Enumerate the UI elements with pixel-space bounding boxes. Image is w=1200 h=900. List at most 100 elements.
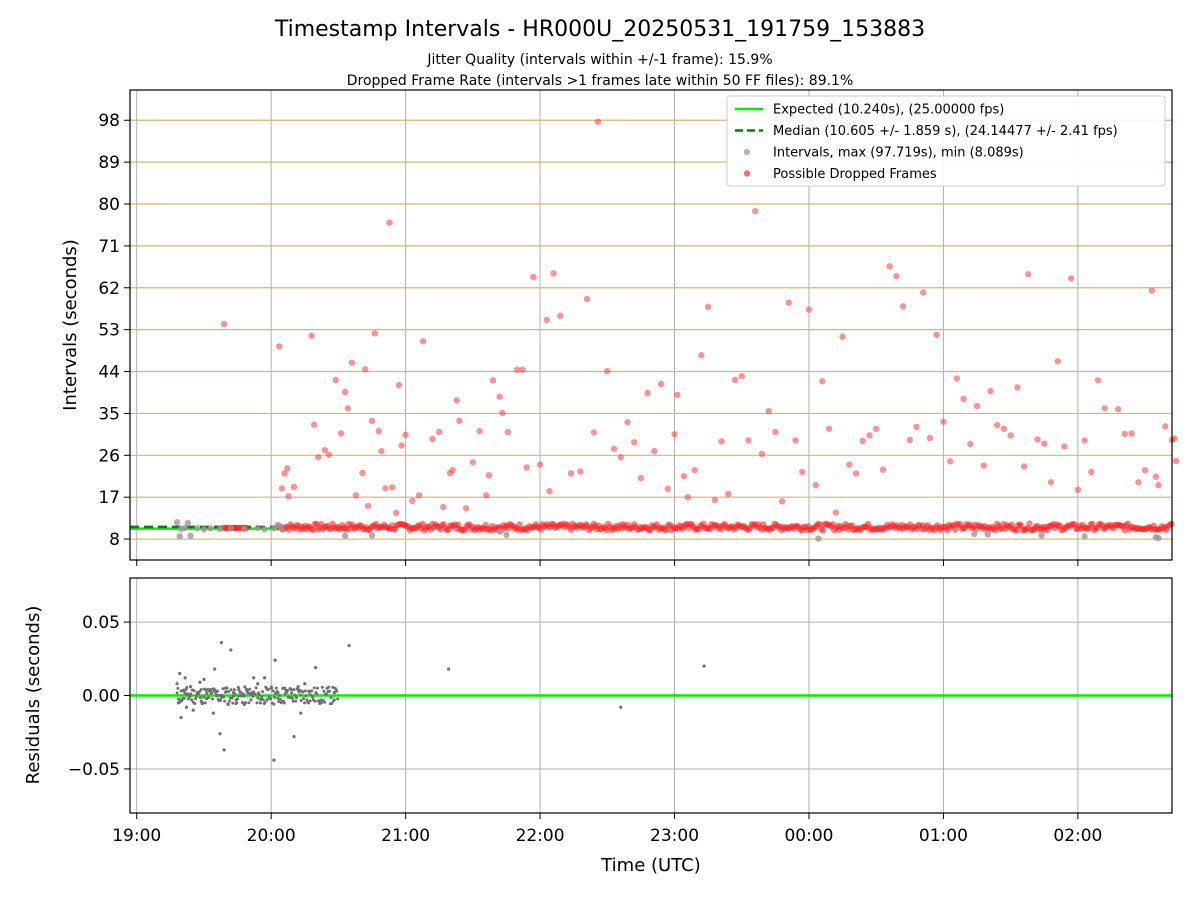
- top-ytick-label: 17: [98, 488, 120, 508]
- residual-point: [271, 689, 275, 693]
- residual-point: [292, 688, 296, 692]
- dropped-frame-point: [745, 437, 752, 444]
- bottom-xtick-label: 19:00: [112, 826, 161, 846]
- dropped-frame-point: [388, 484, 396, 491]
- dropped-frame-point: [590, 429, 598, 436]
- residual-point: [332, 690, 336, 695]
- dropped-frame-point: [1047, 479, 1055, 486]
- residual-point: [294, 699, 298, 703]
- dropped-frame-point: [504, 428, 512, 436]
- dropped-frame-point: [436, 428, 443, 436]
- dropped-frame-point: [352, 492, 360, 499]
- dropped-frame-point: [1034, 436, 1041, 443]
- residual-point: [227, 690, 231, 694]
- residual-point: [205, 696, 209, 701]
- residual-point: [222, 695, 226, 699]
- top-ytick-label: 80: [98, 195, 120, 215]
- dropped-frame-point: [1121, 430, 1129, 438]
- dropped-frame-point: [429, 435, 436, 443]
- residual-point: [308, 699, 312, 703]
- dropped-frame-point: [594, 118, 602, 125]
- residual-point: [175, 682, 179, 686]
- residual-point: [286, 688, 290, 692]
- residual-point: [211, 697, 215, 701]
- dropped-frame-point: [220, 320, 228, 328]
- dropped-frame-point: [624, 419, 631, 426]
- chart-subtitle-dropped: Dropped Frame Rate (intervals >1 frames …: [347, 73, 854, 89]
- residual-point: [290, 696, 294, 700]
- dropped-frame-point: [671, 431, 678, 438]
- dropped-frame-point: [651, 447, 658, 455]
- residuals-panel: −0.05 0.00 0.05 19:00 20:00 21:00 22:00 23:00 00…: [68, 577, 1173, 846]
- dropped-band-point: [1121, 526, 1128, 534]
- dropped-frame-point: [284, 465, 291, 472]
- bottom-ytick-label: 0.05: [82, 613, 120, 633]
- dropped-frame-point: [550, 270, 557, 277]
- top-ylabel: Intervals (seconds): [60, 239, 81, 411]
- residual-point: [219, 698, 223, 702]
- dropped-frame-point: [920, 289, 927, 296]
- bottom-xtick-label: 01:00: [919, 826, 968, 846]
- residual-point: [329, 696, 333, 700]
- residual-point: [189, 692, 193, 696]
- residual-point: [261, 698, 265, 702]
- residual-point: [247, 701, 251, 705]
- residual-point: [176, 701, 181, 705]
- dropped-frame-point: [321, 446, 329, 454]
- interval-point: [241, 525, 248, 533]
- bottom-xtick-label: 23:00: [650, 826, 699, 846]
- residual-point: [312, 686, 316, 690]
- legend-label: Possible Dropped Frames: [773, 167, 937, 182]
- dropped-frame-point: [371, 330, 378, 337]
- dropped-frame-point: [485, 472, 493, 479]
- residual-point: [331, 685, 335, 689]
- residual-point: [198, 680, 202, 684]
- residual-point: [290, 691, 294, 695]
- residual-point: [256, 682, 260, 686]
- interval-point: [1038, 532, 1045, 539]
- residual-point: [253, 692, 257, 696]
- residual-point: [336, 697, 340, 701]
- dropped-frame-point: [449, 466, 456, 474]
- residual-point: [313, 665, 318, 670]
- dropped-frame-point: [1000, 425, 1008, 432]
- dropped-frame-point: [866, 432, 873, 439]
- dropped-frame-point: [967, 440, 974, 448]
- residual-point: [335, 689, 339, 693]
- dropped-frame-point: [310, 421, 318, 428]
- residual-point: [239, 690, 243, 694]
- residual-point: [209, 688, 213, 692]
- dropped-frame-point: [846, 461, 853, 468]
- residual-point: [254, 686, 258, 690]
- residual-point: [315, 686, 319, 690]
- dropped-band-point: [1008, 521, 1015, 528]
- residual-point: [276, 696, 280, 700]
- dropped-frame-point: [1074, 486, 1082, 493]
- dropped-frame-point: [278, 485, 286, 492]
- dropped-frame-point: [557, 312, 564, 319]
- dropped-frame-point: [1171, 435, 1178, 442]
- residual-point: [251, 694, 255, 698]
- residual-point: [188, 694, 192, 698]
- residual-point: [328, 689, 332, 693]
- dropped-frame-point: [519, 366, 526, 373]
- residual-point: [278, 697, 282, 701]
- dropped-frame-point: [680, 473, 688, 480]
- dropped-frame-point: [644, 389, 651, 397]
- interval-point: [187, 532, 194, 540]
- dropped-frame-point: [1162, 423, 1169, 430]
- dropped-frame-point: [348, 359, 356, 366]
- residual-point: [327, 685, 331, 689]
- interval-point: [207, 525, 214, 532]
- chart-subtitle-jitter: Jitter Quality (intervals within +/-1 fr…: [426, 52, 772, 68]
- residual-point: [186, 697, 190, 701]
- residual-point: [215, 689, 219, 693]
- residual-point: [265, 698, 269, 702]
- dropped-frame-point: [386, 219, 393, 226]
- dropped-frame-point: [567, 470, 575, 477]
- dropped-frame-point: [940, 418, 947, 425]
- residual-point: [258, 701, 263, 705]
- residual-point: [191, 708, 195, 712]
- residual-point: [243, 685, 247, 689]
- residual-point: [292, 735, 296, 739]
